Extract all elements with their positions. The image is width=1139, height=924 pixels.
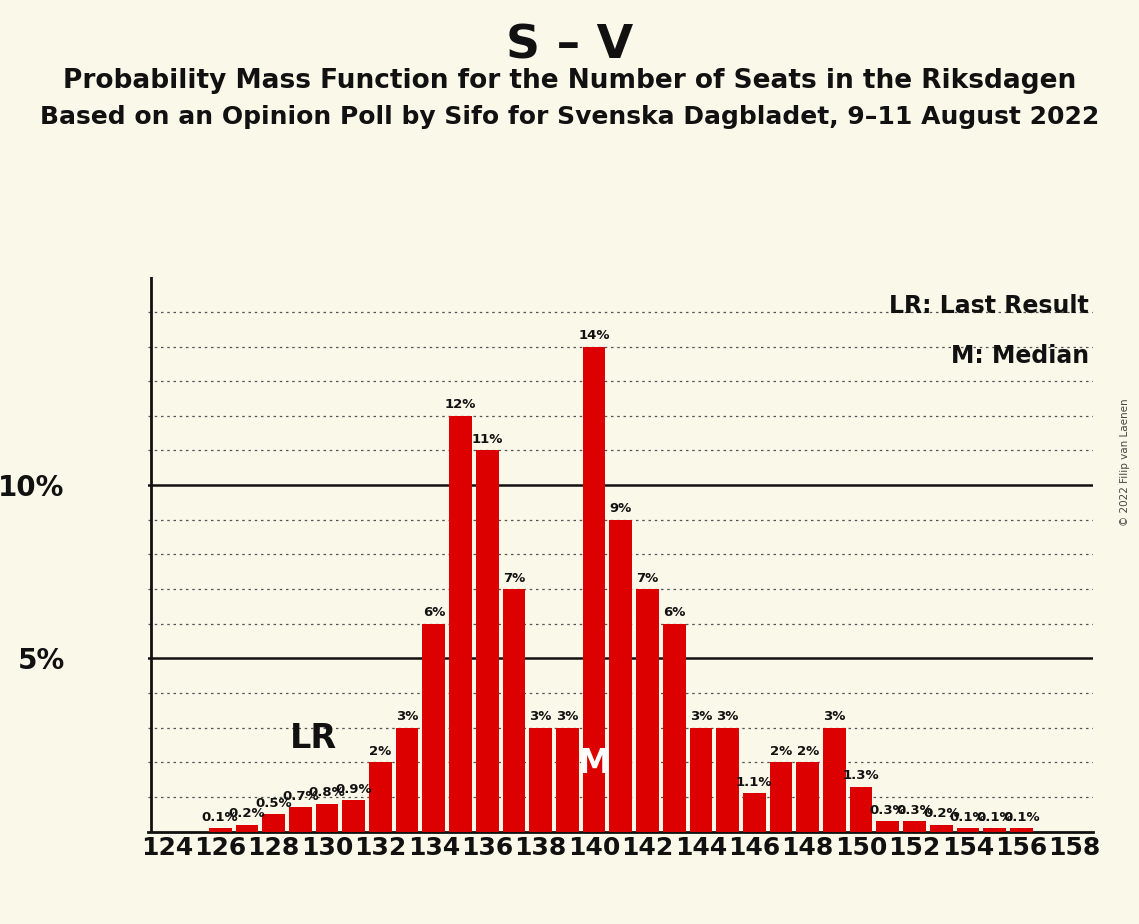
Bar — [689, 728, 712, 832]
Text: 3%: 3% — [690, 711, 712, 723]
Bar — [823, 728, 846, 832]
Text: 3%: 3% — [556, 711, 579, 723]
Text: 3%: 3% — [716, 711, 739, 723]
Text: 0.1%: 0.1% — [1003, 810, 1040, 823]
Text: 11%: 11% — [472, 433, 503, 446]
Bar — [395, 728, 418, 832]
Bar — [716, 728, 739, 832]
Bar — [796, 762, 819, 832]
Text: LR: LR — [290, 723, 337, 756]
Text: 14%: 14% — [579, 329, 609, 342]
Bar — [983, 828, 1006, 832]
Bar — [262, 814, 285, 832]
Text: 0.8%: 0.8% — [309, 786, 345, 799]
Text: 9%: 9% — [609, 503, 632, 516]
Text: 7%: 7% — [502, 572, 525, 585]
Text: 7%: 7% — [637, 572, 658, 585]
Text: 0.3%: 0.3% — [896, 804, 933, 817]
Text: 0.5%: 0.5% — [255, 796, 292, 809]
Text: M: Median: M: Median — [951, 344, 1089, 368]
Text: 0.1%: 0.1% — [976, 810, 1013, 823]
Text: 0.9%: 0.9% — [335, 783, 372, 796]
Text: Probability Mass Function for the Number of Seats in the Riksdagen: Probability Mass Function for the Number… — [63, 68, 1076, 94]
Bar — [208, 828, 231, 832]
Text: © 2022 Filip van Laenen: © 2022 Filip van Laenen — [1120, 398, 1130, 526]
Bar — [343, 800, 366, 832]
Text: 3%: 3% — [396, 711, 418, 723]
Bar — [530, 728, 552, 832]
Text: 6%: 6% — [663, 606, 686, 619]
Bar — [929, 824, 952, 832]
Bar — [289, 808, 312, 832]
Text: 3%: 3% — [530, 711, 551, 723]
Text: 0.1%: 0.1% — [950, 810, 986, 823]
Bar — [663, 624, 686, 832]
Bar — [476, 451, 499, 832]
Bar — [423, 624, 445, 832]
Text: M: M — [577, 747, 611, 780]
Bar — [743, 794, 765, 832]
Bar — [556, 728, 579, 832]
Bar — [583, 346, 606, 832]
Text: 0.2%: 0.2% — [923, 808, 959, 821]
Text: Based on an Opinion Poll by Sifo for Svenska Dagbladet, 9–11 August 2022: Based on an Opinion Poll by Sifo for Sve… — [40, 105, 1099, 129]
Text: 1.1%: 1.1% — [736, 776, 772, 789]
Bar — [636, 590, 658, 832]
Text: S – V: S – V — [506, 23, 633, 68]
Bar — [502, 590, 525, 832]
Bar — [609, 519, 632, 832]
Text: 3%: 3% — [823, 711, 845, 723]
Bar — [449, 416, 472, 832]
Text: 2%: 2% — [770, 745, 792, 758]
Bar — [1010, 828, 1033, 832]
Bar — [957, 828, 980, 832]
Text: 6%: 6% — [423, 606, 445, 619]
Bar — [850, 786, 872, 832]
Text: 0.3%: 0.3% — [869, 804, 907, 817]
Bar — [369, 762, 392, 832]
Bar — [316, 804, 338, 832]
Text: 2%: 2% — [796, 745, 819, 758]
Bar — [876, 821, 899, 832]
Text: 1.3%: 1.3% — [843, 769, 879, 782]
Text: 0.2%: 0.2% — [229, 808, 265, 821]
Bar — [770, 762, 793, 832]
Text: LR: Last Result: LR: Last Result — [888, 294, 1089, 318]
Bar — [236, 824, 259, 832]
Text: 0.1%: 0.1% — [202, 810, 238, 823]
Bar — [903, 821, 926, 832]
Text: 12%: 12% — [445, 398, 476, 411]
Text: 2%: 2% — [369, 745, 392, 758]
Text: 0.7%: 0.7% — [282, 790, 319, 803]
